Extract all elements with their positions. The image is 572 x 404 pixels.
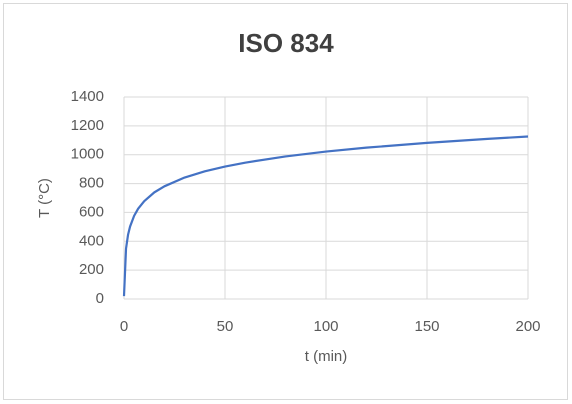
x-tick-label: 0: [120, 318, 128, 335]
data-line: [122, 135, 529, 297]
y-tick-label: 0: [96, 290, 104, 307]
x-tick-label: 150: [414, 318, 439, 335]
chart-border: [3, 3, 568, 400]
y-tick-label: 1200: [71, 117, 104, 134]
chart-title: ISO 834: [238, 28, 334, 58]
x-tick-label: 100: [313, 318, 338, 335]
y-tick-label: 1400: [71, 88, 104, 105]
y-axis-label: T (°C): [36, 178, 53, 218]
y-tick-label: 1000: [71, 146, 104, 163]
y-tick-label: 200: [79, 261, 104, 278]
x-axis-label: t (min): [305, 348, 348, 365]
y-tick-label: 600: [79, 203, 104, 220]
y-tick-label: 800: [79, 175, 104, 192]
x-tick-label: 50: [217, 318, 234, 335]
x-tick-label: 200: [515, 318, 540, 335]
y-tick-label: 400: [79, 232, 104, 249]
